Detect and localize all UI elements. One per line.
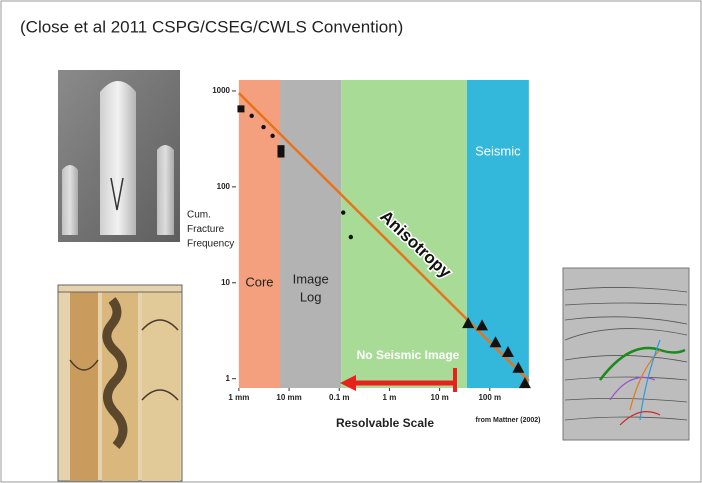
square-marker (237, 105, 244, 112)
resolvable-scale-label: Resolvable Scale (336, 416, 434, 430)
y-tick-label: 1000 (212, 86, 230, 95)
square-marker (277, 151, 284, 158)
band-label: Seismic (475, 143, 521, 158)
x-tick-label: 10 m (431, 393, 449, 402)
x-tick-label: 100 m (478, 393, 501, 402)
slide-title: (Close et al 2011 CSPG/CSEG/CWLS Convent… (20, 17, 403, 36)
y-tick-label: 10 (221, 278, 230, 287)
core-photo (58, 70, 180, 242)
x-tick-label: 1 mm (228, 393, 249, 402)
y-tick-label: 1 (226, 374, 231, 383)
dot-marker (349, 235, 353, 239)
image-log (58, 285, 182, 481)
scale-band (280, 80, 341, 388)
dot-marker (341, 210, 345, 214)
band-label: Log (300, 289, 322, 304)
no-seismic-label: No Seismic Image (357, 348, 460, 362)
dot-marker (270, 134, 274, 138)
y-axis-label: Fracture (187, 224, 225, 235)
y-tick-label: 100 (217, 182, 231, 191)
x-tick-label: 10 mm (276, 393, 301, 402)
x-tick-label: 0.1 m (329, 393, 349, 402)
dot-marker (261, 125, 265, 129)
dot-marker (249, 114, 253, 118)
seismic-section (563, 268, 689, 440)
y-axis-label: Frequency (187, 239, 234, 250)
x-tick-label: 1 m (383, 393, 397, 402)
slide: (Close et al 2011 CSPG/CSEG/CWLS Convent… (0, 0, 702, 483)
band-label: Core (245, 274, 273, 289)
band-label: Image (293, 271, 329, 286)
y-axis-label: Cum. (187, 210, 211, 221)
source-label: from Mattner (2002) (476, 417, 541, 424)
